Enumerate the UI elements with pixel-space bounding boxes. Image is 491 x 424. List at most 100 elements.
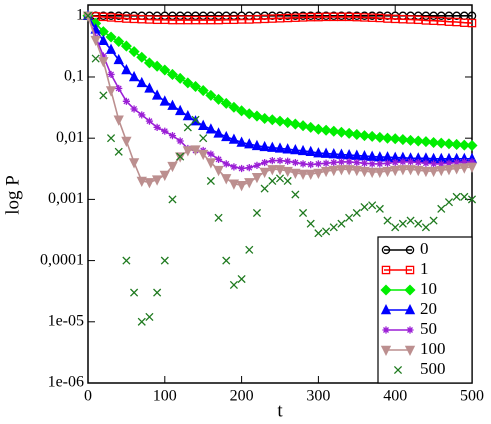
marker [198,119,209,130]
marker [106,134,116,143]
marker [436,165,447,177]
marker [175,104,186,116]
marker [159,170,170,182]
marker [404,303,416,315]
marker [305,145,316,157]
marker [267,141,278,152]
marker [405,265,415,275]
marker [298,208,308,218]
marker [105,43,117,54]
marker [451,138,463,150]
marker [397,134,409,146]
marker [228,133,240,144]
marker [420,136,432,148]
marker [151,89,163,100]
marker [228,179,240,190]
marker [453,158,461,167]
marker [391,223,400,232]
marker [222,256,231,265]
marker [320,124,332,136]
marker [176,152,185,161]
marker [382,326,390,334]
marker [214,155,223,164]
legend-label: 1 [420,259,429,278]
marker [366,130,378,142]
marker [451,164,462,175]
marker [268,176,277,186]
marker [422,159,430,167]
marker [406,216,415,225]
marker [404,284,416,296]
marker [467,195,477,204]
marker [237,274,246,284]
marker [236,181,247,192]
legend-label: 10 [420,279,437,298]
marker [399,158,407,166]
marker [128,158,140,169]
marker [420,166,432,178]
marker [221,130,232,142]
marker [382,166,393,178]
marker [413,165,424,177]
marker [190,145,201,156]
marker [336,148,347,159]
marker [405,165,416,176]
marker [460,158,468,166]
legend-label: 500 [420,359,446,378]
marker [351,165,362,177]
marker [291,190,300,199]
marker [380,284,392,296]
marker [351,128,363,140]
marker [144,82,155,93]
marker [91,54,100,63]
marker [414,219,423,228]
marker [121,136,132,148]
marker [282,166,293,178]
marker [122,256,131,265]
marker [329,223,338,232]
marker [299,160,307,168]
marker [198,149,209,161]
marker [467,18,477,28]
marker [128,46,140,58]
marker [259,167,270,179]
marker [393,365,403,375]
marker [275,174,285,183]
marker [274,115,286,127]
x-tick-label: 500 [460,388,484,405]
marker [428,166,439,178]
marker [113,115,124,126]
marker [206,176,215,186]
marker [130,105,138,113]
marker [343,127,355,139]
marker [320,166,332,178]
marker [320,147,332,158]
marker [466,139,478,151]
marker [238,164,246,173]
marker [145,117,154,125]
marker [251,139,263,151]
marker [159,95,170,106]
marker [352,208,361,218]
marker [222,160,230,168]
marker [404,345,416,357]
marker [136,176,147,188]
marker [290,143,301,155]
marker [259,140,270,152]
marker [429,216,438,225]
marker [199,134,208,143]
marker [136,51,148,63]
marker [115,84,123,93]
marker [284,157,292,165]
marker [428,136,440,149]
marker [245,164,253,172]
marker [161,127,169,135]
marker [297,144,309,156]
marker [376,160,384,168]
marker [128,70,140,82]
series-line [87,15,473,24]
marker [443,165,455,176]
marker [437,204,446,213]
marker [381,245,391,255]
